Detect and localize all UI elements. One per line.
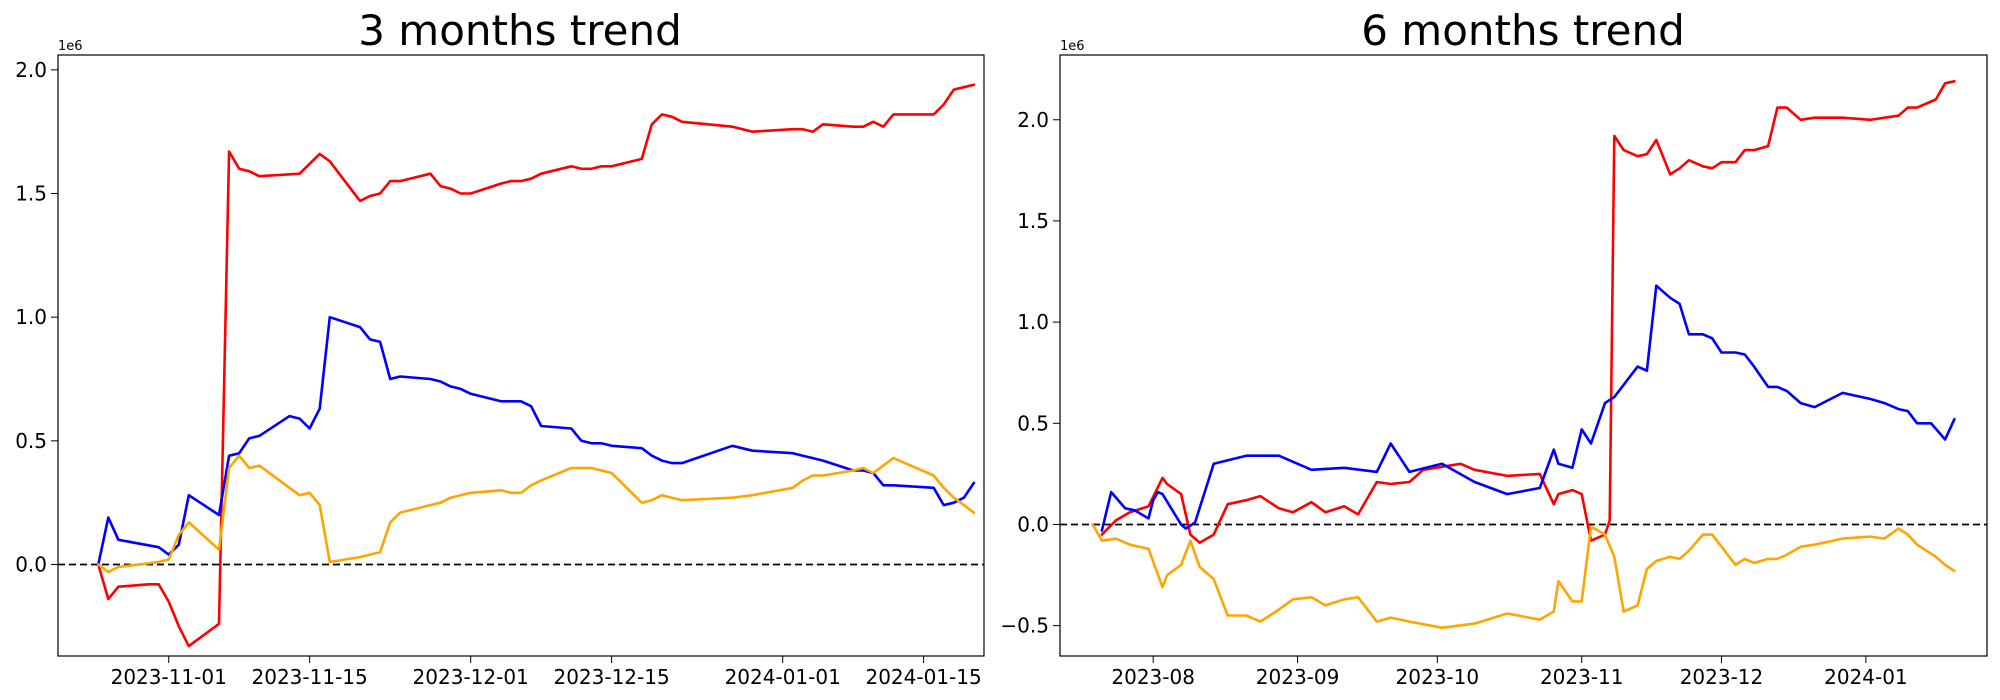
x-tick-label: 2023-12-15 bbox=[553, 665, 669, 689]
x-tick-label: 2023-12-01 bbox=[413, 665, 529, 689]
series-line-1 bbox=[1100, 80, 1956, 545]
x-tick-label: 2023-09 bbox=[1256, 665, 1340, 689]
y-tick-label: −0.5 bbox=[1000, 614, 1049, 638]
x-tick-label: 2023-12 bbox=[1680, 665, 1764, 689]
chart-title: 3 months trend bbox=[358, 6, 682, 55]
plot-frame bbox=[57, 54, 985, 657]
series-line-2 bbox=[1100, 284, 1956, 532]
y-tick-label: 1.0 bbox=[1017, 310, 1049, 334]
x-tick-label: 2024-01-15 bbox=[865, 665, 981, 689]
chart-3-months: 3 months trend 1e6 0.0 0.5 1.0 1.5 2.0 2023-1… bbox=[15, 6, 985, 689]
x-tick-label: 2023-10 bbox=[1396, 665, 1480, 689]
x-tick-label: 2024-01 bbox=[1824, 665, 1908, 689]
y-tick-label: 0.0 bbox=[15, 552, 47, 576]
series-line-3 bbox=[97, 454, 976, 574]
chart-title: 6 months trend bbox=[1361, 6, 1685, 55]
series-line-3 bbox=[1091, 523, 1956, 630]
x-tick-label: 2023-08 bbox=[1111, 665, 1195, 689]
y-tick-label: 2.0 bbox=[1017, 108, 1049, 132]
y-exponent-label: 1e6 bbox=[1060, 39, 1085, 54]
y-tick-label: 1.5 bbox=[1017, 209, 1049, 233]
x-tick-label: 2023-11-15 bbox=[252, 665, 368, 689]
series-line-2 bbox=[97, 315, 976, 566]
x-tick-label: 2023-11 bbox=[1540, 665, 1624, 689]
x-tick-label: 2024-01-01 bbox=[725, 665, 841, 689]
y-exponent-label: 1e6 bbox=[58, 39, 83, 54]
y-tick-label: 0.0 bbox=[1017, 512, 1049, 536]
plot-frame bbox=[1059, 54, 1988, 657]
chart-6-months: 6 months trend 1e6 −0.5 0.0 0.5 1.0 1.5 2.0 20… bbox=[1000, 6, 1988, 689]
y-tick-label: 0.5 bbox=[15, 429, 47, 453]
y-tick-label: 1.5 bbox=[15, 182, 47, 206]
y-tick-label: 1.0 bbox=[15, 305, 47, 329]
y-tick-label: 2.0 bbox=[15, 58, 47, 82]
series-line-1 bbox=[97, 83, 976, 648]
x-tick-label: 2023-11-01 bbox=[111, 665, 227, 689]
y-tick-label: 0.5 bbox=[1017, 411, 1049, 435]
